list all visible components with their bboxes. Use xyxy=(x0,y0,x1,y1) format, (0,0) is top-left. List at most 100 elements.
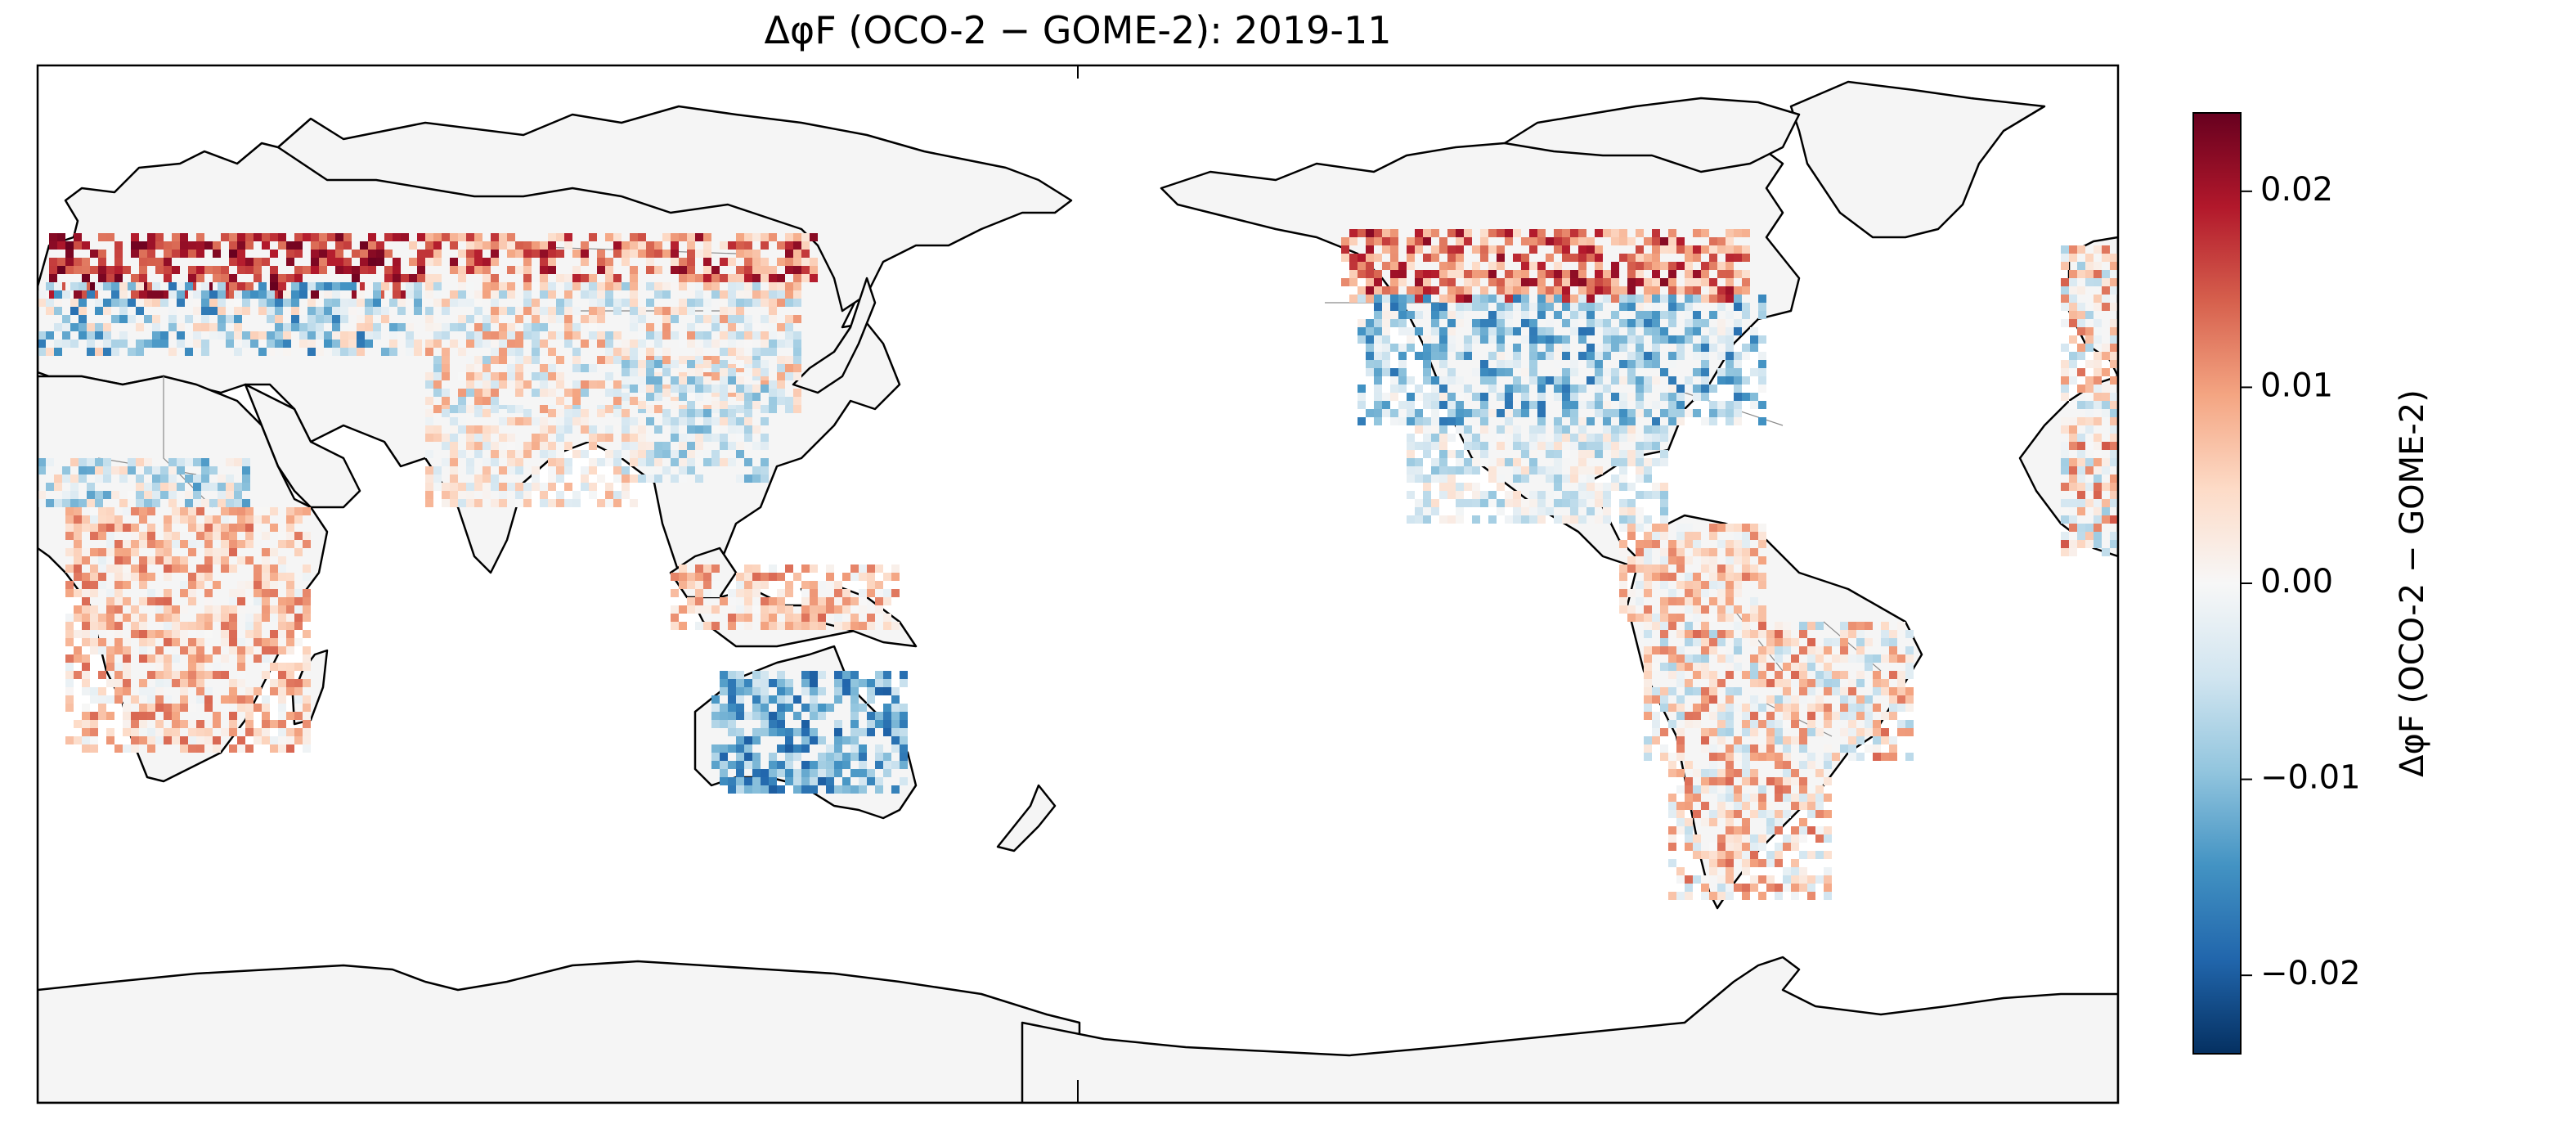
anomaly-cell xyxy=(147,704,155,712)
anomaly-cell xyxy=(507,466,515,475)
anomaly-cell xyxy=(891,622,900,630)
anomaly-cell xyxy=(262,638,270,646)
anomaly-cell xyxy=(185,491,193,499)
anomaly-cell xyxy=(1758,646,1766,654)
anomaly-cell xyxy=(286,573,294,581)
anomaly-cell xyxy=(671,475,679,483)
anomaly-cell xyxy=(1668,376,1676,385)
anomaly-cell xyxy=(1529,434,1537,442)
anomaly-cell xyxy=(82,290,90,299)
anomaly-cell xyxy=(270,581,278,589)
anomaly-cell xyxy=(1447,491,1456,499)
anomaly-cell xyxy=(507,340,515,348)
anomaly-cell xyxy=(38,499,46,507)
anomaly-cell xyxy=(90,638,98,646)
anomaly-cell xyxy=(1668,245,1676,254)
anomaly-cell xyxy=(728,777,736,785)
anomaly-cell xyxy=(213,646,221,654)
anomaly-cell xyxy=(1349,254,1358,262)
anomaly-cell xyxy=(1488,515,1497,524)
anomaly-cell xyxy=(155,605,164,614)
anomaly-cell xyxy=(1570,393,1578,401)
anomaly-cell xyxy=(433,274,442,282)
anomaly-cell xyxy=(1676,385,1685,393)
anomaly-cell xyxy=(523,442,532,450)
anomaly-cell xyxy=(1807,884,1815,892)
anomaly-cell xyxy=(1439,376,1447,385)
anomaly-cell xyxy=(131,233,139,241)
anomaly-cell xyxy=(859,769,867,777)
anomaly-cell xyxy=(1570,417,1578,425)
anomaly-cell xyxy=(139,712,147,720)
anomaly-cell xyxy=(581,364,589,372)
anomaly-cell xyxy=(401,290,409,299)
anomaly-cell xyxy=(193,340,201,348)
anomaly-cell xyxy=(1840,646,1848,654)
anomaly-cell xyxy=(278,605,286,614)
anomaly-cell xyxy=(1586,286,1595,295)
anomaly-cell xyxy=(1546,319,1554,327)
anomaly-cell xyxy=(1529,442,1537,450)
anomaly-cell xyxy=(1439,425,1447,434)
anomaly-cell xyxy=(499,372,507,380)
anomaly-cell xyxy=(507,364,515,372)
anomaly-cell xyxy=(556,331,564,340)
anomaly-cell xyxy=(1775,753,1783,761)
anomaly-cell xyxy=(299,340,307,348)
anomaly-cell xyxy=(1627,393,1636,401)
anomaly-cell xyxy=(1570,254,1578,262)
anomaly-cell xyxy=(532,340,540,348)
anomaly-cell xyxy=(294,614,303,622)
anomaly-cell xyxy=(172,605,180,614)
anomaly-cell xyxy=(540,274,548,282)
anomaly-cell xyxy=(720,376,728,385)
anomaly-cell xyxy=(1480,229,1488,237)
anomaly-cell xyxy=(1521,319,1529,327)
anomaly-cell xyxy=(1717,303,1726,311)
anomaly-cell xyxy=(196,540,204,548)
anomaly-cell xyxy=(1472,491,1480,499)
anomaly-cell xyxy=(458,397,466,405)
anomaly-cell xyxy=(687,331,695,340)
anomaly-cell xyxy=(1717,843,1726,851)
anomaly-cell xyxy=(1824,712,1832,720)
anomaly-cell xyxy=(1456,254,1464,262)
anomaly-cell xyxy=(1726,564,1734,573)
anomaly-cell xyxy=(294,250,303,258)
anomaly-cell xyxy=(237,258,245,266)
anomaly-cell xyxy=(1554,483,1562,491)
anomaly-cell xyxy=(1676,245,1685,254)
anomaly-cell xyxy=(662,307,671,315)
anomaly-cell xyxy=(474,483,482,491)
anomaly-cell xyxy=(474,258,482,266)
anomaly-cell xyxy=(736,266,744,274)
anomaly-cell xyxy=(1480,335,1488,344)
anomaly-cell xyxy=(1423,352,1431,360)
anomaly-cell xyxy=(278,524,286,532)
anomaly-cell xyxy=(2085,401,2094,409)
anomaly-cell xyxy=(155,695,164,704)
anomaly-cell xyxy=(1668,344,1676,352)
anomaly-cell xyxy=(218,290,226,299)
anomaly-cell xyxy=(1873,753,1881,761)
anomaly-cell xyxy=(254,581,262,589)
anomaly-cell xyxy=(728,687,736,695)
anomaly-cell xyxy=(1644,744,1652,753)
anomaly-cell xyxy=(679,409,687,417)
anomaly-cell xyxy=(867,679,875,687)
anomaly-cell xyxy=(662,233,671,241)
anomaly-cell xyxy=(761,458,769,466)
anomaly-cell xyxy=(1644,409,1652,417)
anomaly-cell xyxy=(507,380,515,389)
anomaly-cell xyxy=(139,290,147,299)
anomaly-cell xyxy=(875,785,883,794)
anomaly-cell xyxy=(1447,417,1456,425)
anomaly-cell xyxy=(294,589,303,597)
anomaly-cell xyxy=(1423,368,1431,376)
anomaly-cell xyxy=(1390,295,1398,303)
anomaly-cell xyxy=(433,405,442,413)
anomaly-cell xyxy=(123,720,131,728)
anomaly-cell xyxy=(761,728,769,736)
anomaly-cell xyxy=(213,250,221,258)
anomaly-cell xyxy=(270,744,278,753)
